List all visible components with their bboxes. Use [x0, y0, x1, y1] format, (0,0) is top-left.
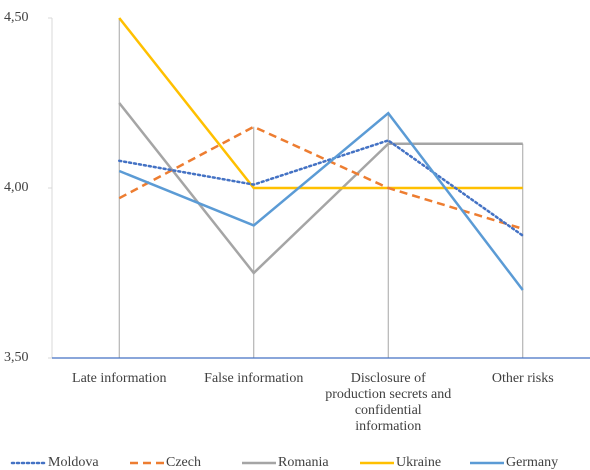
legend-label: Ukraine	[396, 455, 441, 470]
x-tick-label: False information	[204, 371, 304, 386]
series-line	[118, 139, 524, 237]
series-line	[118, 125, 524, 230]
y-tick-label: 4,50	[4, 10, 29, 25]
y-tick-label: 4,00	[4, 180, 29, 195]
y-tick-label: 3,50	[4, 350, 29, 365]
legend-label: Moldova	[48, 455, 99, 470]
legend-label: Czech	[166, 455, 201, 470]
legend-label: Germany	[506, 455, 558, 470]
series-line	[118, 102, 523, 275]
x-tick-label: Late information	[72, 371, 167, 386]
series-line	[118, 111, 524, 291]
x-tick-label: Other risks	[491, 371, 554, 386]
x-tick-label: Disclosure of production secrets and con…	[325, 371, 452, 434]
legend-label: Romania	[278, 455, 329, 470]
